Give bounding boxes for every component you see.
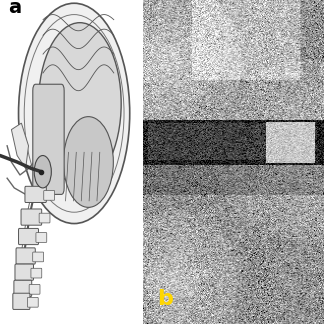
FancyBboxPatch shape	[33, 84, 64, 194]
FancyBboxPatch shape	[33, 252, 43, 262]
FancyBboxPatch shape	[14, 280, 32, 296]
Ellipse shape	[39, 23, 121, 185]
FancyBboxPatch shape	[21, 209, 42, 225]
FancyBboxPatch shape	[25, 186, 46, 202]
FancyBboxPatch shape	[13, 293, 30, 309]
FancyBboxPatch shape	[15, 264, 33, 280]
FancyBboxPatch shape	[16, 248, 35, 264]
Text: b: b	[157, 289, 173, 308]
FancyBboxPatch shape	[44, 191, 55, 200]
FancyBboxPatch shape	[36, 233, 47, 242]
Polygon shape	[11, 123, 29, 168]
FancyBboxPatch shape	[27, 297, 38, 307]
Ellipse shape	[64, 117, 113, 207]
FancyBboxPatch shape	[39, 213, 50, 223]
Ellipse shape	[18, 3, 130, 224]
FancyBboxPatch shape	[31, 268, 42, 278]
Text: a: a	[8, 0, 22, 17]
Ellipse shape	[34, 156, 51, 188]
FancyBboxPatch shape	[18, 228, 39, 245]
FancyBboxPatch shape	[29, 284, 40, 294]
